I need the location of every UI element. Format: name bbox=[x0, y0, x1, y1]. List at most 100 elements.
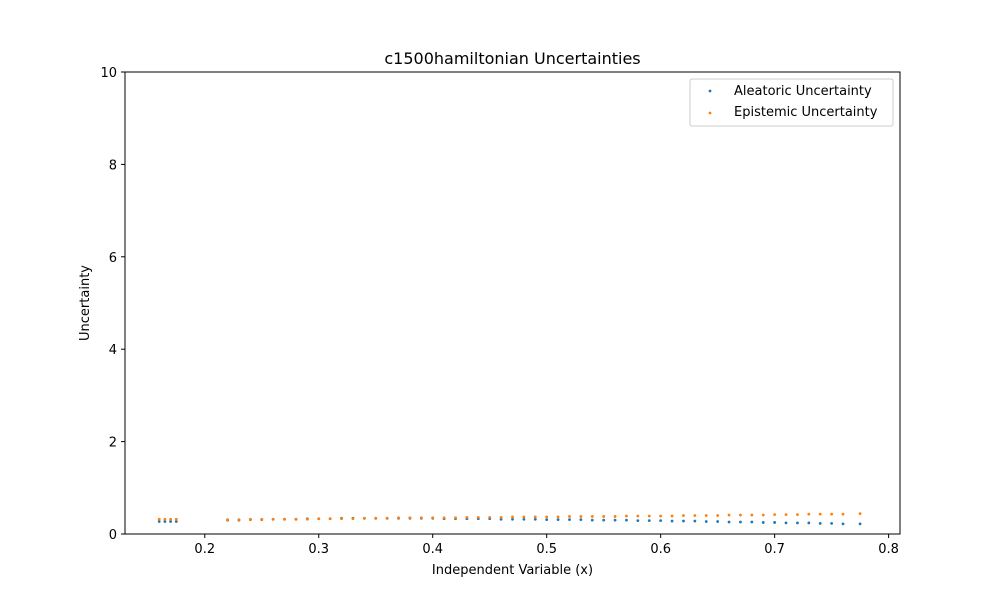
aleatoric-point bbox=[670, 519, 674, 523]
aleatoric-point bbox=[625, 518, 628, 522]
x-tick-label: 0.3 bbox=[308, 542, 329, 557]
aleatoric-point bbox=[522, 517, 526, 521]
aleatoric-point bbox=[636, 519, 640, 522]
epistemic-point bbox=[305, 517, 309, 521]
aleatoric-point bbox=[784, 521, 788, 525]
epistemic-point bbox=[533, 515, 537, 519]
aleatoric-point bbox=[830, 521, 834, 525]
aleatoric-point bbox=[818, 521, 822, 525]
epistemic-point bbox=[431, 516, 435, 520]
epistemic-point bbox=[568, 515, 571, 518]
aleatoric-point bbox=[545, 518, 549, 522]
x-tick-label: 0.5 bbox=[536, 542, 557, 557]
epistemic-point bbox=[761, 513, 765, 517]
epistemic-point bbox=[818, 512, 822, 516]
epistemic-point bbox=[841, 512, 845, 516]
epistemic-point bbox=[796, 513, 799, 516]
aleatoric-point bbox=[556, 518, 560, 522]
aleatoric-point bbox=[174, 520, 178, 523]
plot-frame bbox=[124, 71, 901, 535]
epistemic-point bbox=[374, 516, 378, 520]
epistemic-point bbox=[716, 514, 720, 517]
axes-layer: 0.2 0.3 0.4 0.5 0.6 0.7 0.8 0 2 4 6 8 10 bbox=[100, 66, 901, 557]
epistemic-point bbox=[613, 515, 617, 518]
epistemic-point bbox=[750, 513, 754, 517]
epistemic-point bbox=[858, 512, 862, 516]
aleatoric-point bbox=[727, 520, 731, 524]
aleatoric-point bbox=[157, 520, 161, 523]
epistemic-point bbox=[590, 515, 594, 518]
epistemic-point bbox=[476, 515, 480, 519]
epistemic-point bbox=[636, 514, 640, 518]
y-tick-label: 8 bbox=[109, 158, 117, 173]
epistemic-point bbox=[682, 514, 685, 517]
epistemic-point bbox=[545, 515, 549, 519]
epistemic-point bbox=[773, 513, 777, 516]
y-tick-label: 10 bbox=[100, 66, 117, 81]
epistemic-point bbox=[260, 517, 264, 521]
epistemic-point bbox=[385, 516, 389, 520]
epistemic-point bbox=[362, 516, 366, 520]
aleatoric-point bbox=[163, 520, 167, 523]
aleatoric-point bbox=[659, 519, 663, 522]
chart-title: c1500hamiltonian Uncertainties bbox=[384, 49, 640, 68]
aleatoric-point bbox=[602, 518, 606, 522]
epistemic-point bbox=[647, 514, 651, 518]
aleatoric-point bbox=[533, 517, 537, 521]
epistemic-point bbox=[659, 514, 663, 518]
aleatoric-point bbox=[590, 518, 594, 522]
epistemic-point bbox=[169, 517, 172, 521]
epistemic-point bbox=[488, 515, 492, 519]
x-tick-label: 0.2 bbox=[194, 542, 215, 557]
epistemic-point bbox=[830, 512, 834, 516]
legend-marker-aleatoric bbox=[708, 89, 712, 93]
epistemic-point bbox=[625, 514, 628, 518]
epistemic-point bbox=[397, 516, 400, 520]
epistemic-point bbox=[670, 514, 674, 518]
epistemic-point bbox=[317, 517, 321, 521]
aleatoric-point bbox=[693, 519, 697, 523]
epistemic-point bbox=[237, 518, 241, 522]
epistemic-point bbox=[704, 514, 708, 517]
legend-label-aleatoric: Aleatoric Uncertainty bbox=[734, 84, 872, 99]
epistemic-point bbox=[351, 517, 355, 521]
points-layer bbox=[157, 512, 862, 526]
epistemic-point bbox=[163, 517, 167, 521]
epistemic-point bbox=[419, 516, 423, 520]
aleatoric-point bbox=[511, 517, 514, 521]
epistemic-point bbox=[408, 516, 412, 520]
legend-frame bbox=[689, 78, 894, 127]
epistemic-point bbox=[807, 512, 811, 516]
epistemic-point bbox=[465, 515, 469, 519]
aleatoric-point bbox=[704, 520, 708, 523]
epistemic-point bbox=[499, 515, 503, 519]
aleatoric-point bbox=[579, 518, 583, 522]
aleatoric-point bbox=[613, 518, 617, 522]
y-tick-label: 4 bbox=[109, 343, 117, 358]
legend-label-epistemic: Epistemic Uncertainty bbox=[734, 105, 878, 120]
x-tick-label: 0.4 bbox=[422, 542, 443, 557]
aleatoric-point bbox=[858, 522, 862, 526]
aleatoric-point bbox=[716, 520, 720, 523]
aleatoric-point bbox=[647, 519, 651, 522]
x-tick-label: 0.6 bbox=[650, 542, 671, 557]
aleatoric-point bbox=[773, 521, 777, 524]
epistemic-point bbox=[739, 513, 742, 517]
epistemic-point bbox=[727, 513, 731, 517]
aleatoric-point bbox=[568, 518, 571, 522]
epistemic-point bbox=[226, 518, 229, 522]
y-axis-label: Uncertainty bbox=[78, 265, 93, 341]
x-tick-label: 0.7 bbox=[764, 542, 785, 557]
epistemic-point bbox=[556, 515, 560, 519]
epistemic-point bbox=[511, 515, 514, 519]
epistemic-point bbox=[271, 517, 275, 521]
epistemic-point bbox=[248, 517, 252, 521]
aleatoric-point bbox=[169, 520, 172, 523]
epistemic-point bbox=[328, 517, 332, 521]
epistemic-point bbox=[174, 517, 178, 521]
epistemic-point bbox=[283, 517, 286, 521]
epistemic-point bbox=[784, 513, 788, 516]
aleatoric-point bbox=[761, 521, 765, 524]
epistemic-point bbox=[294, 517, 298, 521]
